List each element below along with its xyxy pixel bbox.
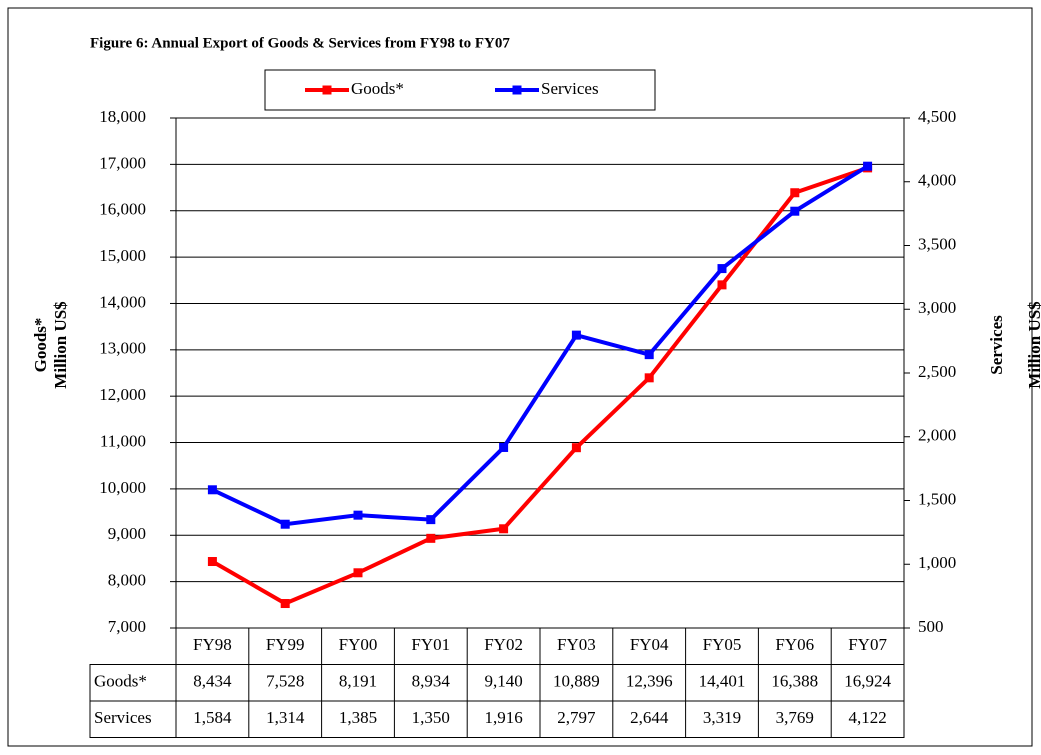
table-value: 1,916 xyxy=(484,708,522,727)
x-tick-label: FY04 xyxy=(630,635,669,654)
x-tick-label: FY02 xyxy=(484,635,523,654)
y-tick-label: 18,000 xyxy=(99,107,146,126)
y2-tick-label: 4,500 xyxy=(918,107,956,126)
x-tick-label: FY03 xyxy=(557,635,596,654)
point xyxy=(280,599,290,609)
table-value: 2,644 xyxy=(630,708,669,727)
y-tick-label: 9,000 xyxy=(108,524,146,543)
point xyxy=(499,442,509,452)
y-tick-label: 8,000 xyxy=(108,571,146,590)
legend-marker xyxy=(512,85,522,95)
y2-tick-label: 3,500 xyxy=(918,234,956,253)
point xyxy=(863,161,873,171)
table-value: 1,314 xyxy=(266,708,305,727)
y2-tick-label: 2,500 xyxy=(918,362,956,381)
table-value: 14,401 xyxy=(699,672,746,691)
point xyxy=(426,533,436,543)
point xyxy=(571,443,581,453)
y-tick-label: 15,000 xyxy=(99,246,146,265)
x-tick-label: FY01 xyxy=(411,635,450,654)
table-value: 10,889 xyxy=(553,672,600,691)
table-value: 12,396 xyxy=(626,672,673,691)
table-value: 1,584 xyxy=(193,708,232,727)
point xyxy=(499,524,509,534)
table-value: 1,350 xyxy=(412,708,450,727)
y2-tick-label: 500 xyxy=(918,617,944,636)
series-line xyxy=(211,164,869,527)
legend-label: Services xyxy=(541,79,599,98)
table-value: 8,434 xyxy=(193,672,232,691)
table-value: 2,797 xyxy=(557,708,596,727)
table-value: 8,934 xyxy=(412,672,451,691)
y-axis-label: Goods* xyxy=(31,318,50,373)
y2-tick-label: 2,000 xyxy=(918,426,956,445)
point xyxy=(644,350,654,360)
point xyxy=(353,568,363,578)
y2-axis-label: Services xyxy=(987,315,1006,375)
point xyxy=(571,330,581,340)
table-value: 3,769 xyxy=(776,708,814,727)
point xyxy=(790,206,800,216)
y2-tick-label: 1,000 xyxy=(918,553,956,572)
y-tick-label: 7,000 xyxy=(108,617,146,636)
table-value: 8,191 xyxy=(339,672,377,691)
y2-tick-label: 3,000 xyxy=(918,298,956,317)
chart-title: Figure 6: Annual Export of Goods & Servi… xyxy=(90,35,510,51)
table-value: 4,122 xyxy=(848,708,886,727)
point xyxy=(280,519,290,529)
table-value: 3,319 xyxy=(703,708,741,727)
table-value: 7,528 xyxy=(266,672,304,691)
y-axis-label: Million US$ xyxy=(51,301,70,389)
y-tick-label: 10,000 xyxy=(99,478,146,497)
point xyxy=(207,485,217,495)
legend-label: Goods* xyxy=(351,79,404,98)
table-value: 16,388 xyxy=(771,672,818,691)
y2-tick-label: 1,500 xyxy=(918,489,956,508)
table-value: 16,924 xyxy=(844,672,891,691)
point xyxy=(207,557,217,567)
point xyxy=(717,280,727,290)
point xyxy=(644,373,654,383)
point xyxy=(790,188,800,198)
y2-axis-label: Million US$ xyxy=(1025,301,1041,389)
y-tick-label: 12,000 xyxy=(99,385,146,404)
x-tick-label: FY98 xyxy=(193,635,232,654)
y-tick-label: 17,000 xyxy=(99,153,146,172)
point xyxy=(717,264,727,274)
y-tick-label: 14,000 xyxy=(99,292,146,311)
y2-tick-label: 4,000 xyxy=(918,171,956,190)
point xyxy=(353,510,363,520)
y-tick-label: 11,000 xyxy=(100,431,146,450)
x-tick-label: FY05 xyxy=(703,635,742,654)
y-tick-label: 13,000 xyxy=(99,339,146,358)
table-value: 9,140 xyxy=(484,672,522,691)
legend-marker xyxy=(322,85,332,95)
x-tick-label: FY07 xyxy=(848,635,887,654)
x-tick-label: FY99 xyxy=(266,635,305,654)
table-row-label: Goods* xyxy=(94,672,147,691)
x-tick-label: FY00 xyxy=(339,635,378,654)
point xyxy=(426,515,436,525)
x-tick-label: FY06 xyxy=(775,635,814,654)
table-row-label: Services xyxy=(94,708,152,727)
y-tick-label: 16,000 xyxy=(99,200,146,219)
frame xyxy=(7,7,1033,747)
table-value: 1,385 xyxy=(339,708,377,727)
